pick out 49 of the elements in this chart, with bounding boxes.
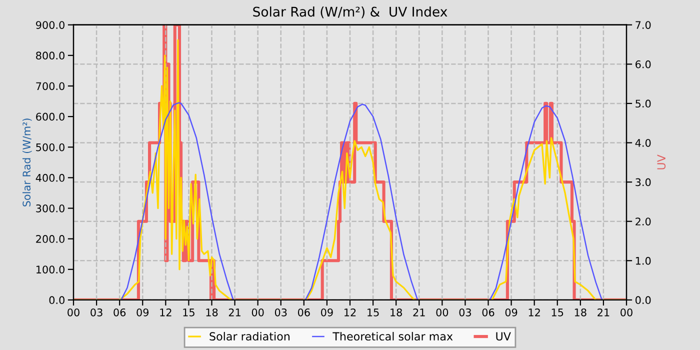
x-tick-label: 12 — [160, 308, 172, 316]
x-tick-label: 15 — [552, 308, 564, 316]
x-tick-label: 21 — [228, 308, 240, 316]
x-tick-label: 00 — [252, 308, 264, 316]
y-tick-label: 200.0 — [36, 235, 64, 243]
y-tick-label: 700.0 — [36, 82, 64, 90]
y2-tick-label: 5.0 — [636, 100, 651, 108]
legend-label: Theoretical solar max — [332, 332, 453, 341]
x-tick-label: 12 — [344, 308, 356, 316]
x-tick-label: 15 — [183, 308, 194, 316]
x-tick-label: 18 — [390, 308, 402, 316]
x-tick-label: 00 — [436, 308, 448, 316]
x-tick-label: 21 — [413, 308, 425, 316]
x-tick-label: 09 — [136, 308, 149, 316]
x-tick-label: 18 — [206, 308, 218, 316]
y-tick-label: 500.0 — [36, 143, 64, 152]
y-tick-label: 600.0 — [36, 112, 64, 121]
x-tick-label: 15 — [368, 308, 379, 316]
y-tick-label: 900.0 — [36, 21, 64, 29]
x-tick-label: 12 — [528, 308, 540, 316]
y-tick-label: 800.0 — [36, 52, 64, 60]
x-tick-label: 06 — [298, 308, 310, 316]
x-tick-label: 00 — [620, 308, 632, 316]
x-tick-label: 03 — [459, 308, 471, 316]
legend-label: UV — [496, 332, 511, 341]
y2-tick-label: 3.0 — [636, 178, 651, 186]
x-tick-label: 09 — [321, 308, 333, 316]
y2-tick-label: 7.0 — [636, 21, 651, 29]
legend-label: Solar radiation — [210, 332, 290, 341]
x-tick-label: 03 — [274, 308, 287, 316]
y-tick-label: 300.0 — [36, 204, 64, 212]
x-tick-label: 21 — [598, 308, 610, 316]
y2-tick-label: 1.0 — [636, 256, 651, 265]
x-tick-label: 09 — [505, 308, 518, 316]
y-tick-label: 100.0 — [36, 266, 64, 274]
y2-axis-title: UV — [657, 154, 666, 170]
y-tick-label: 0.0 — [49, 296, 64, 304]
y2-tick-label: 4.0 — [635, 138, 651, 147]
y-tick-label: 400.0 — [36, 174, 64, 182]
y2-tick-label: 6.0 — [636, 60, 651, 68]
x-tick-label: 03 — [90, 308, 102, 316]
x-tick-label: 18 — [574, 308, 586, 316]
y-axis-title: Solar Rad (W/m²) — [22, 118, 32, 206]
x-tick-label: 00 — [68, 308, 80, 316]
x-tick-label: 06 — [114, 308, 126, 316]
x-tick-label: 06 — [482, 308, 494, 316]
chart-title: Solar Rad (W/m²) & UV Index — [253, 6, 448, 18]
y2-tick-label: 2.0 — [636, 218, 651, 226]
y2-tick-label: 0.0 — [636, 296, 651, 304]
